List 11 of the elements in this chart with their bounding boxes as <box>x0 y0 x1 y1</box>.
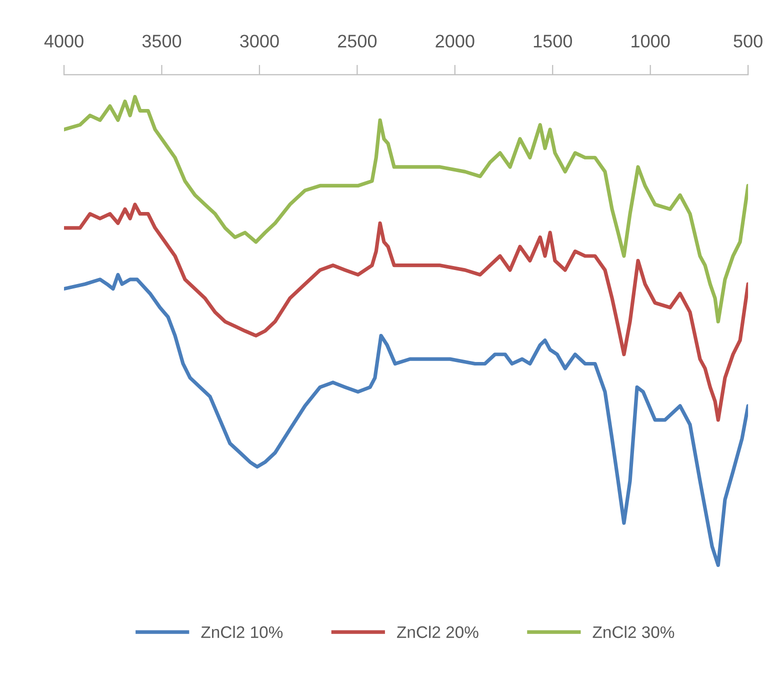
legend-label: ZnCl2 30% <box>592 626 674 638</box>
x-tick-label: 500 <box>734 34 762 48</box>
x-tick-label: 1000 <box>632 34 670 48</box>
x-tick-label: 2500 <box>338 34 377 48</box>
x-tick-label: 2000 <box>436 34 474 48</box>
x-tick-label: 3500 <box>142 34 182 48</box>
legend-label: ZnCl2 10% <box>201 626 283 638</box>
x-tick-label: 3000 <box>240 34 279 48</box>
x-tick-label: 4000 <box>44 34 84 48</box>
legend-label: ZnCl2 20% <box>397 626 478 638</box>
x-tick-label: 1500 <box>534 34 572 48</box>
